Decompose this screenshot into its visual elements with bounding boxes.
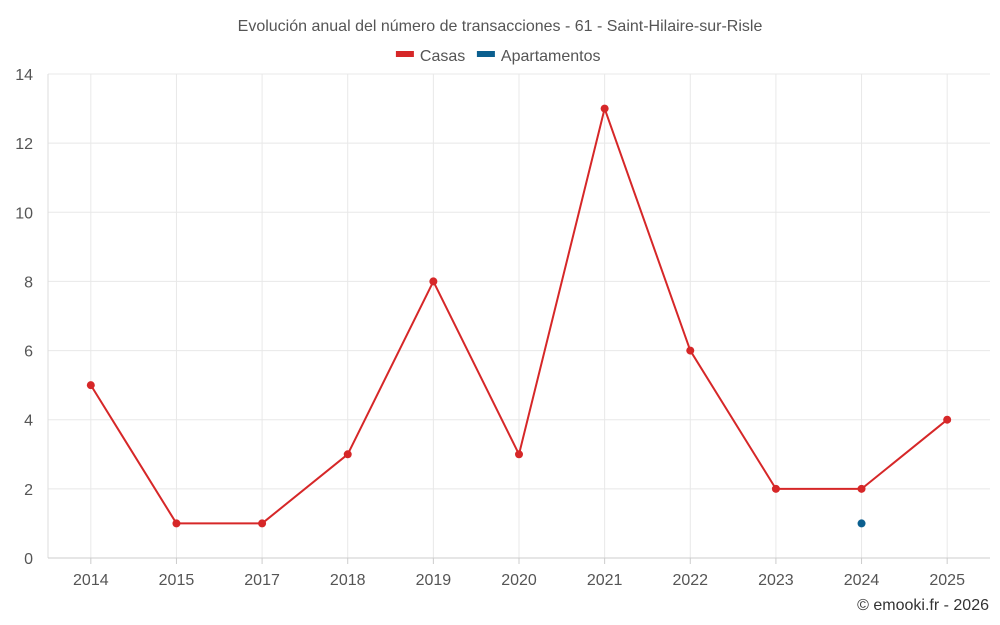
data-point[interactable] xyxy=(343,450,352,459)
x-tick-label: 2025 xyxy=(929,572,965,589)
data-point[interactable] xyxy=(86,381,95,390)
grid xyxy=(48,73,990,559)
y-tick-label: 8 xyxy=(24,274,33,291)
y-tick-label: 14 xyxy=(15,67,33,84)
y-tick-label: 0 xyxy=(24,551,33,568)
axes: 0 2 4 6 8 10 12 14 2014 2015 2017 2018 2019 2020 2021 2… xyxy=(15,67,990,589)
data-point[interactable] xyxy=(600,104,609,113)
legend: Casas Apartamentos xyxy=(395,48,601,65)
data-point[interactable] xyxy=(857,484,866,493)
data-point[interactable] xyxy=(429,277,438,286)
legend-swatch xyxy=(395,51,414,57)
x-tick-label: 2017 xyxy=(244,572,280,589)
data-point[interactable] xyxy=(857,519,866,528)
series-layer xyxy=(86,104,952,528)
y-tick-label: 6 xyxy=(24,344,33,361)
y-tick-label: 12 xyxy=(15,136,33,153)
chart-title: Evolución anual del número de transaccio… xyxy=(238,18,763,35)
x-tick-label: 2020 xyxy=(501,572,537,589)
x-tick-label: 2024 xyxy=(844,572,880,589)
x-tick-label: 2015 xyxy=(159,572,195,589)
data-point[interactable] xyxy=(686,346,695,355)
x-tick-label: 2023 xyxy=(758,572,794,589)
data-point[interactable] xyxy=(771,484,780,493)
data-point[interactable] xyxy=(172,519,181,528)
x-tick-label: 2019 xyxy=(416,572,452,589)
legend-swatch xyxy=(476,51,495,57)
y-tick-label: 2 xyxy=(24,482,33,499)
y-tick-label: 4 xyxy=(24,413,33,430)
x-tick-label: 2014 xyxy=(73,572,109,589)
x-tick-label: 2021 xyxy=(587,572,623,589)
credit-text: © emooki.fr - 2026 xyxy=(857,597,989,614)
data-point[interactable] xyxy=(258,519,267,528)
x-tick-label: 2018 xyxy=(330,572,366,589)
data-point[interactable] xyxy=(943,415,952,424)
x-tick-label: 2022 xyxy=(672,572,708,589)
data-point[interactable] xyxy=(515,450,523,459)
legend-label[interactable]: Casas xyxy=(420,48,465,65)
y-tick-label: 10 xyxy=(15,205,33,222)
legend-label[interactable]: Apartamentos xyxy=(501,48,601,65)
